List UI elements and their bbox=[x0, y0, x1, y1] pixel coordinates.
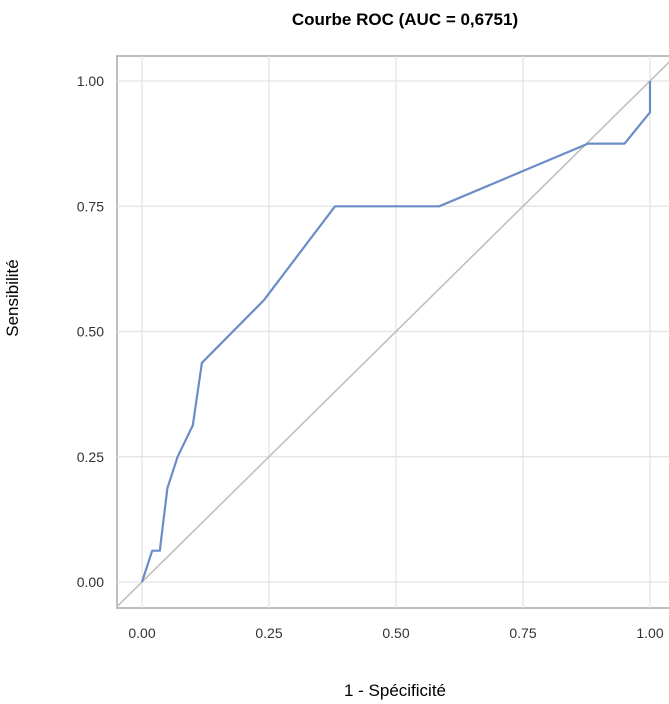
x-tick-label: 0.00 bbox=[128, 625, 155, 641]
y-tick-labels: 0.00 0.25 0.50 0.75 1.00 bbox=[77, 73, 104, 590]
chart-title: Courbe ROC (AUC = 0,6751) bbox=[292, 10, 518, 29]
x-tick-labels: 0.00 0.25 0.50 0.75 1.00 bbox=[128, 625, 663, 641]
y-tick-label: 0.00 bbox=[77, 574, 104, 590]
roc-curve-line bbox=[140, 81, 652, 583]
x-tick-label: 0.25 bbox=[255, 625, 282, 641]
reference-diagonal-line bbox=[116, 61, 669, 608]
x-tick-label: 0.75 bbox=[509, 625, 536, 641]
y-tick-label: 0.50 bbox=[77, 324, 104, 340]
y-tick-label: 0.75 bbox=[77, 198, 104, 214]
x-tick-label: 0.50 bbox=[382, 625, 409, 641]
y-axis-label: Sensibilité bbox=[3, 259, 22, 337]
x-tick-label: 1.00 bbox=[636, 625, 663, 641]
reference-diagonal-layer bbox=[116, 61, 669, 608]
y-tick-label: 0.25 bbox=[77, 449, 104, 465]
x-axis-label: 1 - Spécificité bbox=[344, 681, 446, 700]
y-tick-label: 1.00 bbox=[77, 73, 104, 89]
series-layer bbox=[140, 81, 652, 583]
